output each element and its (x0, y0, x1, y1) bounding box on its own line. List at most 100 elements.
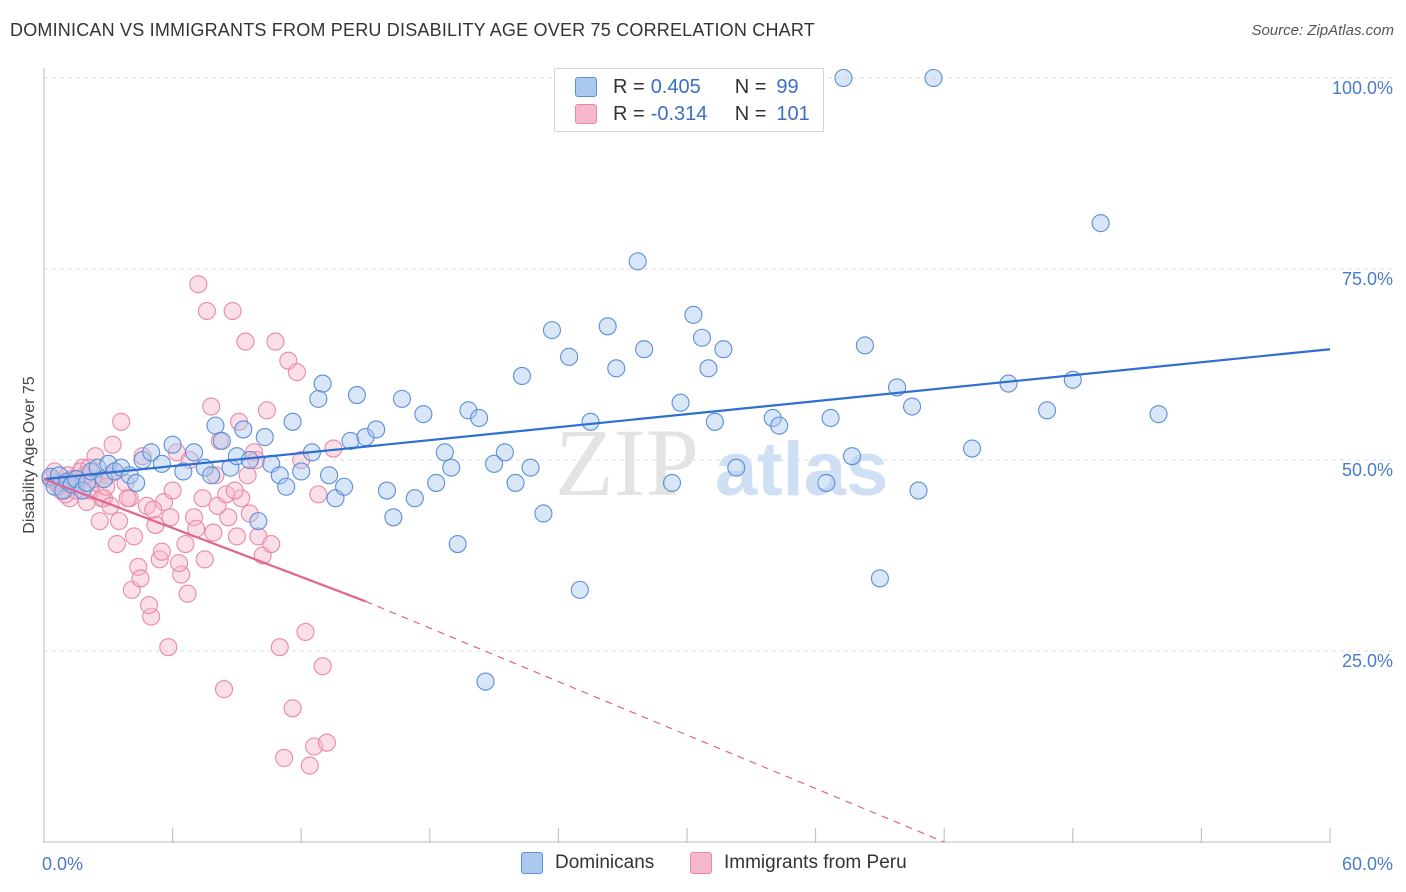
dominican-point (705, 412, 724, 431)
dominican-point (255, 428, 274, 447)
dominican-point (470, 408, 489, 428)
peru-point (197, 301, 216, 321)
peru-point (227, 527, 246, 546)
dominican-point (581, 412, 600, 431)
peru-point (109, 512, 129, 531)
legend-label-dominicans: Dominicans (555, 852, 655, 873)
dominican-point (435, 443, 454, 462)
legend-swatch-blue (521, 852, 543, 874)
legend-swatch-pink (690, 852, 712, 874)
peru-point (214, 680, 234, 699)
dominican-point (292, 462, 311, 481)
y-tick-labels: 25.0% 50.0% 75.0% 100.0% (1332, 78, 1393, 671)
legend-swatch-blue (575, 77, 597, 97)
peru-point (225, 481, 244, 500)
dominican-point (817, 473, 836, 492)
dominican-point (277, 477, 296, 496)
dominican-point (309, 389, 328, 408)
peru-point (150, 550, 169, 569)
dominican-point (855, 336, 874, 355)
peru-point (238, 466, 257, 485)
dominican-point (727, 458, 746, 477)
dominican-point (88, 458, 107, 477)
peru-point (236, 332, 255, 351)
dominican-point (392, 389, 411, 408)
dominican-point (870, 569, 889, 588)
dominican-point (999, 374, 1018, 393)
peru-point (112, 412, 131, 431)
legend-n-value: 101 (776, 102, 810, 125)
dominican-point (542, 321, 562, 340)
peru-point (176, 534, 195, 554)
dominican-point (842, 447, 862, 466)
peru-point (159, 638, 178, 657)
legend-r-value: -0.314 (650, 102, 708, 125)
peru-trend-line (43, 478, 366, 603)
legend-n-value: 99 (776, 75, 799, 98)
dominican-point (234, 420, 253, 439)
dominican-point (341, 431, 360, 450)
peru-point (178, 584, 197, 603)
y-tick-label: 25.0% (1342, 651, 1393, 671)
stats-legend: R = 0.405 N = 99 R = -0.314 N = 101 (554, 68, 824, 132)
peru-point (317, 733, 336, 752)
peru-point (193, 489, 212, 508)
source-label: Source: ZipAtlas.com (1251, 22, 1394, 39)
peru-point (139, 596, 159, 615)
peru-point (195, 550, 214, 569)
peru-point (129, 557, 148, 577)
dominican-point (427, 473, 446, 492)
legend-item-dominicans: Dominicans (521, 852, 654, 874)
dominican-point (313, 374, 332, 393)
peru-point (90, 512, 109, 531)
peru-point (232, 489, 251, 508)
peru-point (247, 450, 266, 470)
peru-point (300, 756, 319, 775)
peru-point (283, 699, 302, 718)
peru-points (41, 275, 343, 775)
dominican-point (414, 405, 433, 424)
dominican-point (377, 481, 396, 500)
peru-point (124, 527, 144, 546)
y-tick-label: 100.0% (1332, 78, 1393, 98)
peru-point (313, 657, 332, 676)
dominican-point (174, 462, 193, 481)
dominican-point (534, 504, 553, 523)
dominican-point (963, 439, 982, 458)
peru-point (266, 332, 285, 351)
peru-trend-extension (365, 600, 945, 843)
dominican-point (821, 408, 840, 428)
dominican-trend-line (43, 348, 1331, 481)
peru-point (163, 481, 182, 500)
x-tick-label: 0.0% (42, 854, 83, 874)
dominican-point (335, 477, 354, 496)
grid-lines (44, 77, 1395, 652)
dominican-point (598, 317, 617, 336)
dominican-point (506, 473, 525, 492)
dominican-point (671, 393, 690, 412)
dominican-point (570, 580, 589, 599)
dominican-point (367, 420, 386, 439)
legend-r-label: R = (613, 75, 645, 98)
dominican-point (459, 401, 478, 420)
dominican-point (142, 443, 161, 462)
legend-r-label: R = (613, 102, 645, 125)
dominican-point (512, 366, 532, 386)
x-tick-labels: 0.0% 60.0% (42, 854, 1393, 874)
dominican-point (1091, 214, 1110, 233)
dominican-point (662, 473, 682, 492)
peru-point (133, 447, 152, 466)
legend-swatch-pink (575, 104, 597, 124)
peru-point (202, 397, 221, 416)
dominican-point (902, 397, 922, 416)
dominican-point (212, 431, 231, 450)
peru-point (118, 489, 137, 508)
dominican-point (347, 386, 366, 405)
dominican-point (560, 347, 579, 366)
dominican-point (834, 68, 853, 88)
dominican-point (521, 458, 540, 477)
peru-point (103, 435, 122, 454)
dominican-point (770, 416, 789, 435)
axes (43, 68, 1331, 843)
dominican-point (283, 412, 302, 431)
